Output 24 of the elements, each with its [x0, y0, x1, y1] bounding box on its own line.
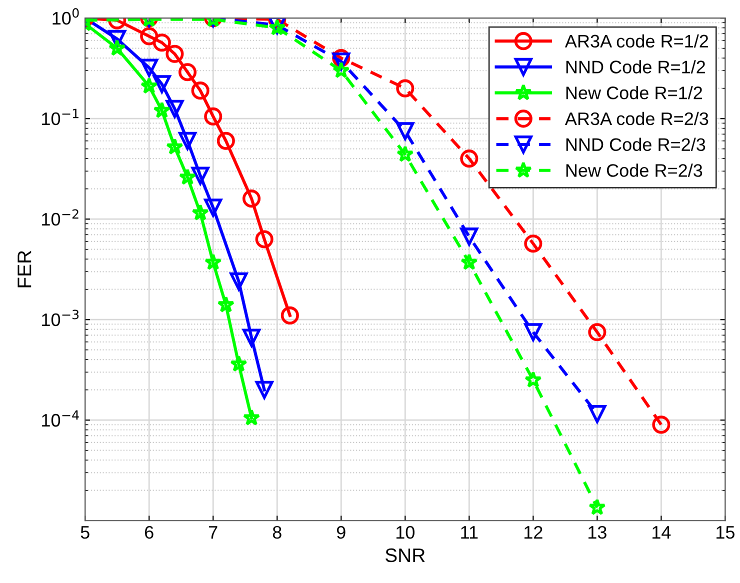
legend-label: NND Code R=2/3	[566, 138, 706, 152]
x-tick-label: 10	[396, 526, 414, 539]
x-tick-label: 14	[652, 526, 671, 539]
x-tick-label: 13	[588, 526, 606, 539]
x-tick-label: 6	[145, 526, 154, 539]
legend-label: AR3A code R=1/2	[564, 34, 708, 48]
y-tick-label: 10$^{−1}$	[42, 108, 78, 126]
x-tick-label: 11	[461, 526, 478, 539]
y-axis-title: FER	[18, 250, 32, 288]
x-axis-title: SNR	[386, 548, 425, 562]
legend-label: New Code R=2/3	[566, 164, 702, 177]
x-tick-label: 15	[716, 526, 734, 539]
legend-label: NND Code R=1/2	[566, 60, 705, 74]
legend-label: AR3A code R=2/3	[564, 112, 708, 126]
y-tick-label: 10$^{−3}$	[42, 310, 79, 326]
x-tick-label: 9	[336, 526, 346, 539]
y-tick-label: 10$^{−2}$	[42, 209, 78, 226]
y-tick-label: 10$^{−4}$	[42, 410, 79, 427]
x-tick-label: 7	[209, 526, 218, 539]
legend-label: New Code R=1/2	[566, 86, 702, 100]
x-tick-label: 5	[80, 526, 90, 539]
x-tick-label: 8	[272, 526, 282, 539]
y-tick-label: 10$^{0}$	[52, 8, 79, 25]
x-tick-label: 12	[524, 526, 542, 539]
